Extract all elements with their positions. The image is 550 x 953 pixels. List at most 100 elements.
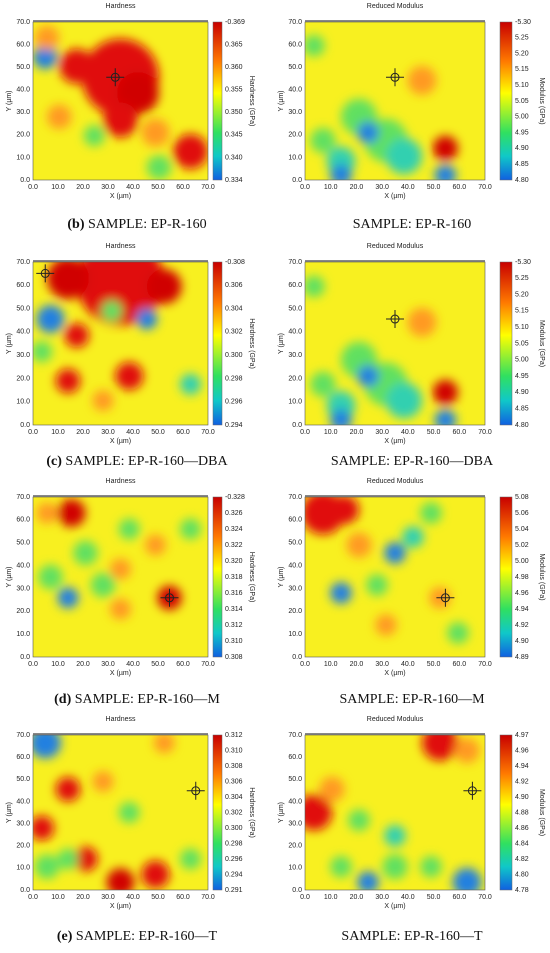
y-tick-label: 30.0 — [16, 109, 30, 116]
caption-text: SAMPLE: EP-R-160—DBA — [65, 454, 228, 469]
y-tick-label: 70.0 — [288, 259, 302, 266]
heat-blobs — [305, 275, 458, 425]
colorbar-tick-label: 0.302 — [225, 329, 243, 336]
heat-blob — [141, 118, 170, 147]
heat-blob — [38, 564, 63, 590]
y-tick-label: 20.0 — [288, 375, 302, 382]
heat-blob — [34, 25, 60, 51]
panel-title: Hardness — [106, 478, 136, 485]
caption-text: SAMPLE: EP-R-160—M — [75, 692, 221, 707]
heat-blob — [64, 323, 89, 348]
caption: (c) SAMPLE: EP-R-160—DBA — [46, 454, 228, 469]
x-axis-label: X (µm) — [110, 670, 131, 677]
y-tick-label: 40.0 — [16, 798, 30, 805]
x-tick-label: 20.0 — [350, 184, 364, 191]
x-tick-label: 20.0 — [76, 429, 90, 436]
colorbar-tick-label: 0.291 — [225, 887, 243, 894]
caption-text: SAMPLE: EP-R-160 — [353, 217, 472, 232]
colorbar-tick-label: 4.94 — [515, 763, 529, 770]
colorbar-tick-label: 0.306 — [225, 778, 243, 785]
cursor-cross — [436, 588, 455, 607]
x-tick-label: 50.0 — [151, 661, 165, 668]
heat-blob — [447, 622, 469, 644]
colorbar-tick-label: 0.298 — [225, 375, 243, 382]
heat-blob — [33, 735, 61, 759]
plot-frame — [32, 261, 209, 426]
heat-blob — [180, 373, 201, 395]
y-tick-label: 60.0 — [288, 282, 302, 289]
colorbar-tick-label: 0.340 — [225, 154, 243, 161]
y-tick-label: 10.0 — [16, 631, 30, 638]
colorbar-label: Modulus (GPa) — [538, 553, 545, 600]
colorbar — [499, 21, 513, 181]
colorbar-label: Modulus (GPa) — [538, 77, 545, 124]
y-tick-label: 0.0 — [292, 887, 302, 894]
y-tick-label: 40.0 — [16, 562, 30, 569]
heat-blob — [118, 518, 140, 540]
y-tick-label: 0.0 — [20, 177, 30, 184]
colorbar-tick-label: 4.95 — [515, 373, 529, 380]
y-tick-label: 70.0 — [288, 19, 302, 26]
colorbar-tick-label: 0.296 — [225, 399, 243, 406]
colorbar-tick-label: -0.328 — [225, 494, 245, 501]
heat-blob — [422, 735, 458, 761]
colorbar-tick-label: -5.30 — [515, 259, 531, 266]
caption: (e) SAMPLE: EP-R-160—T — [57, 929, 218, 944]
heat-blob — [92, 390, 114, 412]
caption-text: SAMPLE: EP-R-160—T — [341, 929, 483, 944]
panel: Reduced Modulus 0.0 10.0 20.0 30.0 40.0 50.0 60… — [278, 716, 545, 944]
y-tick-label: 70.0 — [16, 19, 30, 26]
heat-blob — [420, 502, 442, 524]
colorbar-tick-label: 5.02 — [515, 542, 529, 549]
y-tick-label: 30.0 — [16, 585, 30, 592]
colorbar-tick-label: 4.98 — [515, 574, 529, 581]
panel: Hardness 0.0 10.0 20.0 30.0 40.0 50.0 60.0 70.0 0… — [6, 716, 255, 944]
x-tick-label: 40.0 — [401, 429, 415, 436]
heat-blob — [110, 558, 131, 580]
heat-blob — [117, 72, 159, 115]
colorbar-tick-label: 4.80 — [515, 871, 529, 878]
heat-blob — [34, 854, 60, 879]
heat-blob — [310, 127, 336, 154]
colorbar-tick-label: 5.00 — [515, 114, 529, 121]
plot-frame — [32, 496, 209, 658]
cursor-cross — [386, 68, 404, 87]
y-tick-label: 50.0 — [16, 540, 30, 547]
y-tick-label: 0.0 — [20, 422, 30, 429]
x-tick-label: 70.0 — [478, 184, 492, 191]
colorbar-tick-label: 0.294 — [225, 871, 243, 878]
x-tick-label: 20.0 — [76, 184, 90, 191]
heatmap — [33, 497, 208, 657]
plot-frame — [32, 734, 209, 891]
heat-blob — [384, 542, 406, 564]
x-tick-label: 50.0 — [151, 184, 165, 191]
panel-title: Hardness — [106, 3, 136, 10]
colorbar-tick-label: 4.78 — [515, 887, 529, 894]
x-tick-label: 10.0 — [324, 184, 338, 191]
y-tick-label: 20.0 — [288, 132, 302, 139]
heatmap — [33, 735, 208, 890]
y-tick-label: 10.0 — [16, 154, 30, 161]
colorbar-tick-label: 4.90 — [515, 794, 529, 801]
x-tick-label: 30.0 — [375, 661, 389, 668]
colorbar-label: Hardness (GPa) — [248, 76, 255, 127]
colorbar-label: Hardness (GPa) — [248, 787, 255, 838]
heat-blob — [57, 587, 79, 609]
heat-blob — [136, 308, 158, 330]
colorbar-tick-label: 0.308 — [225, 763, 243, 770]
colorbar-tick-label: 0.294 — [225, 422, 243, 429]
x-tick-label: 60.0 — [176, 894, 190, 901]
heat-blob — [420, 855, 442, 878]
x-tick-label: 60.0 — [176, 184, 190, 191]
colorbar-tick-label: 0.320 — [225, 558, 243, 565]
colorbar-tick-label: 0.302 — [225, 809, 243, 816]
y-tick-label: 70.0 — [16, 259, 30, 266]
colorbar-tick-label: 0.365 — [225, 41, 243, 48]
panel: Hardness 0.0 10.0 20.0 30.0 40.0 50.0 60.0 70.0 0… — [6, 3, 255, 232]
panel: Reduced Modulus 0.0 10.0 20.0 30.0 40.0 50.0 60… — [278, 478, 545, 707]
x-tick-label: 30.0 — [375, 894, 389, 901]
y-tick-label: 70.0 — [288, 494, 302, 501]
heat-blob — [386, 382, 422, 419]
y-tick-label: 30.0 — [288, 585, 302, 592]
x-axis-label: X (µm) — [110, 193, 131, 200]
